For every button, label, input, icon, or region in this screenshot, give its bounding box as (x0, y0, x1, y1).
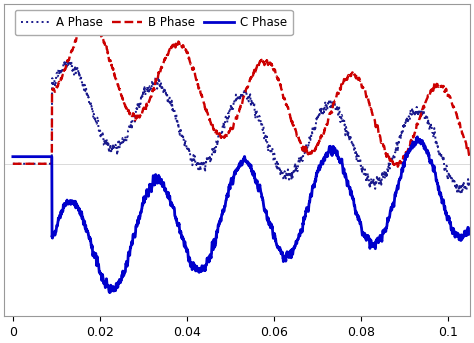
A Phase (438, 154, 444, 158)
C Phase (10, 155, 16, 159)
Line: C Phase: C Phase (13, 137, 474, 292)
C Phase (107, 290, 113, 294)
B Phase (385, 152, 391, 156)
A Phase (272, 157, 278, 161)
A Phase (385, 168, 391, 172)
C Phase (415, 135, 420, 139)
A Phase (10, 162, 16, 166)
B Phase (10, 162, 16, 166)
A Phase (262, 135, 268, 139)
B Phase (141, 106, 147, 110)
C Phase (272, 235, 278, 239)
Legend: A Phase, B Phase, C Phase: A Phase, B Phase, C Phase (15, 10, 292, 35)
Line: A Phase: A Phase (13, 59, 474, 194)
C Phase (141, 197, 147, 201)
C Phase (262, 208, 268, 212)
Line: B Phase: B Phase (13, 19, 474, 173)
A Phase (455, 192, 460, 196)
B Phase (452, 106, 457, 110)
A Phase (64, 57, 70, 61)
C Phase (439, 197, 445, 201)
B Phase (438, 84, 444, 88)
A Phase (141, 87, 147, 91)
C Phase (385, 216, 391, 221)
B Phase (88, 16, 93, 21)
B Phase (262, 61, 268, 65)
A Phase (452, 179, 457, 183)
C Phase (452, 231, 457, 235)
B Phase (272, 68, 278, 72)
